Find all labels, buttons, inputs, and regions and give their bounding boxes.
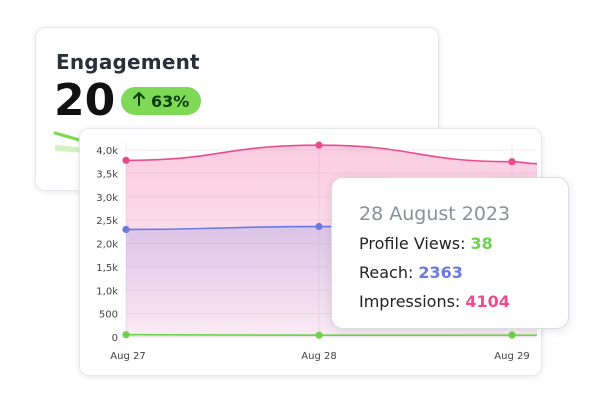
data-point-profile-views	[122, 331, 130, 339]
tooltip-date: 28 August 2023	[359, 203, 511, 225]
data-point-impressions	[122, 156, 130, 164]
y-tick-label: 1,5k	[96, 263, 118, 274]
data-point-profile-views	[508, 331, 516, 339]
tooltip-value: 2363	[418, 263, 463, 282]
data-point-impressions	[315, 141, 323, 149]
tooltip-value: 38	[470, 234, 493, 253]
tooltip-label: Impressions:	[359, 292, 461, 311]
tooltip-row-profile-views: Profile Views: 38	[359, 234, 493, 253]
engagement-value: 20	[54, 75, 116, 126]
x-tick-label: Aug 27	[110, 351, 145, 362]
y-tick-label: 1,0k	[96, 286, 118, 297]
y-tick-label: 3,5k	[96, 169, 118, 180]
tooltip-row-impressions: Impressions: 4104	[359, 292, 510, 311]
y-tick-label: 2,5k	[96, 216, 118, 227]
engagement-title: Engagement	[56, 50, 200, 74]
y-tick-label: 500	[99, 310, 118, 321]
tooltip-label: Reach:	[359, 263, 414, 282]
y-tick-label: 0	[112, 333, 118, 344]
chart-tooltip: 28 August 2023 Profile Views: 38 Reach: 23…	[331, 177, 569, 329]
engagement-change-badge: 63%	[121, 87, 202, 115]
series-line-impressions	[125, 144, 538, 165]
x-tick-label: Aug 28	[301, 351, 336, 362]
y-tick-label: 4,0k	[96, 146, 118, 157]
tooltip-label: Profile Views:	[359, 234, 466, 253]
arrow-up-icon	[131, 91, 147, 111]
data-point-reach	[122, 225, 130, 234]
x-tick-label: Aug 29	[494, 351, 529, 362]
data-point-impressions	[508, 158, 516, 166]
y-tick-label: 2,0k	[96, 240, 118, 251]
data-point-reach	[315, 222, 323, 231]
tooltip-value: 4104	[465, 292, 510, 311]
y-tick-label: 3,0k	[96, 193, 118, 204]
engagement-change-value: 63%	[151, 91, 190, 111]
data-point-profile-views	[315, 331, 323, 339]
series-line-profile-views	[125, 333, 537, 337]
tooltip-row-reach: Reach: 2363	[359, 263, 463, 282]
